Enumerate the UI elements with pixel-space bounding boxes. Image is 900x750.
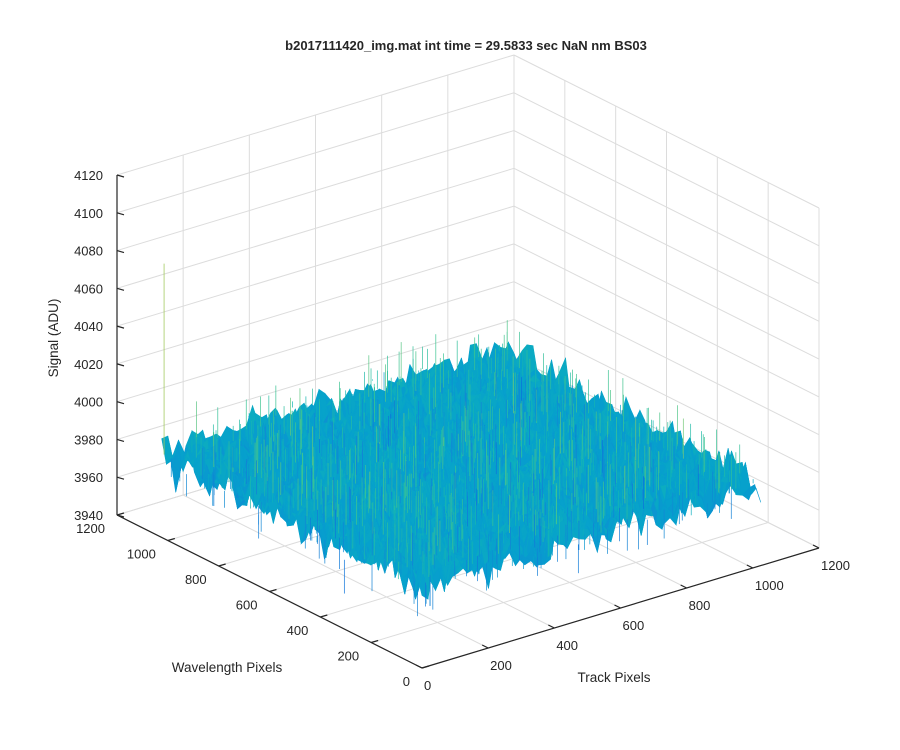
x-tick-mark — [548, 624, 555, 629]
x-tick-label: 800 — [689, 598, 711, 613]
z-tick-label: 4080 — [74, 244, 103, 259]
floor-grid-line — [371, 522, 769, 643]
z-tick-mark — [116, 174, 125, 178]
side-wall-grid-line — [513, 167, 820, 322]
x-tick-label: 400 — [556, 638, 578, 653]
back-wall-grid-line — [116, 92, 515, 214]
y-tick-label: 200 — [337, 649, 359, 664]
back-wall-grid-line — [116, 243, 515, 365]
back-wall-grid-line — [116, 281, 515, 403]
z-tick-label: 4100 — [74, 206, 103, 221]
back-wall-grid-line — [116, 167, 515, 289]
back-wall-grid-line — [116, 130, 515, 252]
y-tick-label: 800 — [185, 572, 207, 587]
y-axis-label: Wavelength Pixels — [172, 660, 283, 675]
y-tick-mark — [320, 614, 328, 618]
side-wall-grid-line — [513, 205, 820, 360]
x-tick-mark — [680, 584, 687, 589]
y-tick-mark — [371, 639, 379, 644]
x-tick-mark — [746, 564, 754, 569]
y-tick-label: 600 — [236, 598, 258, 613]
x-tick-mark — [481, 644, 489, 649]
z-tick-label: 3980 — [74, 432, 103, 447]
y-tick-label: 400 — [287, 623, 309, 638]
y-tick-label: 0 — [403, 674, 410, 689]
y-tick-mark — [116, 512, 125, 516]
side-wall-grid-line — [513, 318, 820, 473]
back-wall-grid-line — [116, 54, 515, 176]
z-tick-mark — [116, 476, 125, 480]
y-tick-mark — [421, 665, 430, 669]
z-tick-label: 4020 — [74, 357, 103, 372]
z-tick-mark — [116, 212, 125, 216]
x-tick-mark — [415, 664, 423, 669]
side-wall-grid-line — [513, 92, 820, 247]
back-wall-grid-line — [116, 318, 515, 440]
z-tick-label: 4060 — [74, 281, 103, 296]
side-wall-grid-line — [513, 243, 820, 398]
z-axis-label: Signal (ADU) — [46, 299, 61, 378]
y-tick-label: 1000 — [127, 547, 156, 562]
y-tick-mark — [167, 537, 175, 542]
side-wall-grid-line — [513, 54, 820, 209]
z-tick-label: 3940 — [74, 508, 103, 523]
x-axis-label: Track Pixels — [577, 670, 650, 685]
z-tick-mark — [116, 249, 125, 254]
tick-labels: 0 200 400 600 800 1000 1200 0 200 400 600 800 1000 12… — [74, 168, 850, 693]
z-tick-mark — [116, 438, 125, 443]
x-tick-label: 0 — [424, 678, 431, 693]
x-tick-mark — [614, 604, 621, 609]
z-tick-label: 4000 — [74, 395, 103, 410]
z-tick-label: 4040 — [74, 319, 103, 334]
back-wall-grid-line — [116, 205, 515, 327]
z-tick-mark — [116, 287, 125, 291]
y-tick-mark — [269, 588, 277, 593]
x-tick-label: 1200 — [821, 558, 850, 573]
side-wall-grid-line — [513, 130, 820, 285]
side-wall-grid-line — [513, 281, 820, 436]
x-tick-label: 1000 — [755, 578, 784, 593]
x-tick-label: 200 — [490, 658, 512, 673]
z-tick-label: 3960 — [74, 470, 103, 485]
x-tick-label: 600 — [623, 618, 645, 633]
z-tick-mark — [116, 401, 125, 405]
z-tick-mark — [116, 363, 125, 367]
axes — [116, 174, 820, 669]
surface-cell — [749, 484, 762, 503]
surface-mesh — [161, 263, 762, 617]
chart-title: b2017111420_img.mat int time = 29.5833 s… — [285, 38, 647, 53]
y-tick-mark — [218, 563, 226, 567]
y-tick-label: 1200 — [76, 521, 105, 536]
z-tick-label: 4120 — [74, 168, 103, 183]
x-tick-mark — [812, 544, 820, 549]
z-tick-mark — [116, 514, 125, 518]
z-tick-mark — [116, 325, 125, 329]
